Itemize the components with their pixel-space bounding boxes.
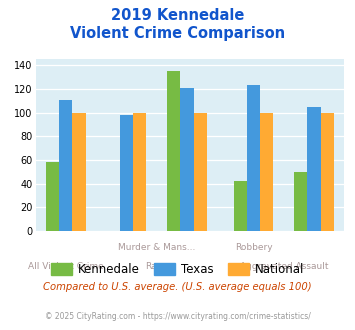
Bar: [260, 113, 273, 231]
Text: Murder & Mans...: Murder & Mans...: [118, 243, 195, 252]
Bar: [180, 88, 193, 231]
Text: © 2025 CityRating.com - https://www.cityrating.com/crime-statistics/: © 2025 CityRating.com - https://www.city…: [45, 312, 310, 321]
Text: 2019 Kennedale: 2019 Kennedale: [111, 8, 244, 23]
Legend: Kennedale, Texas, National: Kennedale, Texas, National: [46, 258, 309, 281]
Bar: [120, 115, 133, 231]
Bar: [247, 85, 260, 231]
Text: Rape: Rape: [145, 262, 168, 271]
Bar: [294, 172, 307, 231]
Bar: [59, 100, 72, 231]
Text: Aggravated Assault: Aggravated Assault: [240, 262, 328, 271]
Text: Robbery: Robbery: [235, 243, 272, 252]
Bar: [234, 181, 247, 231]
Text: Violent Crime Comparison: Violent Crime Comparison: [70, 26, 285, 41]
Bar: [72, 113, 86, 231]
Bar: [133, 113, 146, 231]
Text: All Violent Crime: All Violent Crime: [28, 262, 104, 271]
Bar: [307, 107, 321, 231]
Text: Compared to U.S. average. (U.S. average equals 100): Compared to U.S. average. (U.S. average …: [43, 282, 312, 292]
Bar: [46, 162, 59, 231]
Bar: [193, 113, 207, 231]
Bar: [167, 71, 180, 231]
Bar: [321, 113, 334, 231]
